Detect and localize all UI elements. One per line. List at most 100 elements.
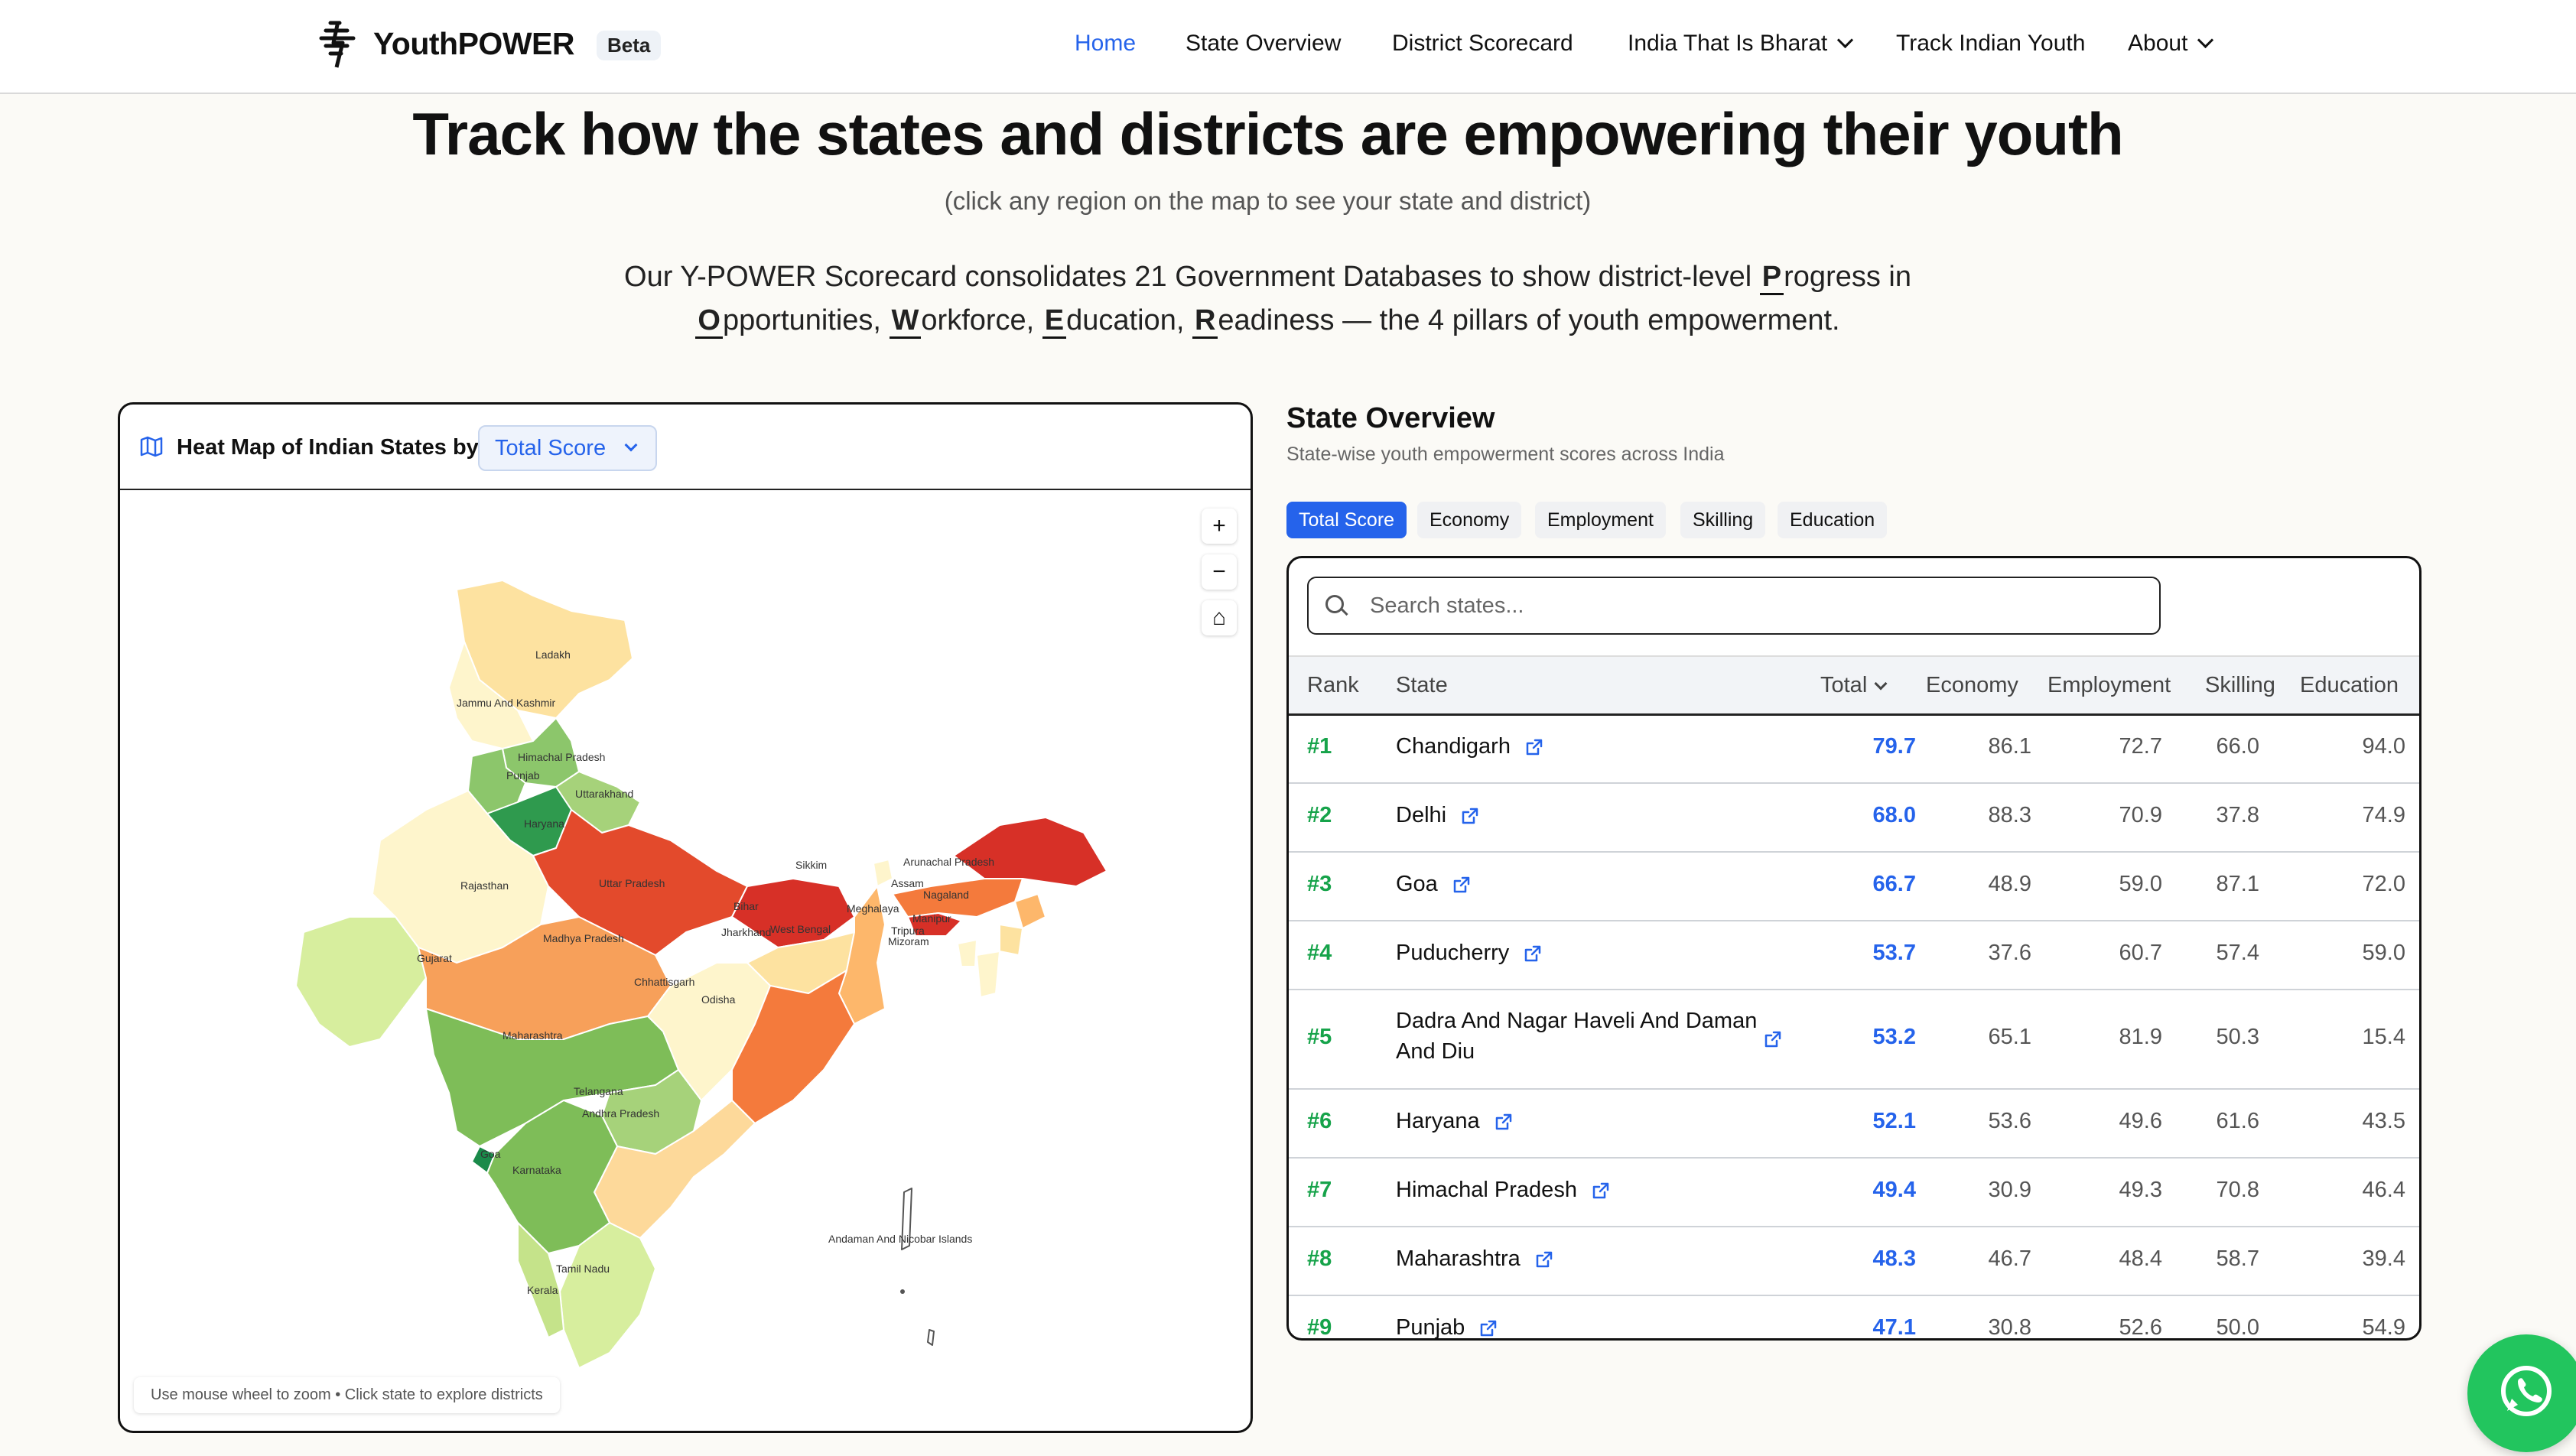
search-input[interactable] bbox=[1368, 589, 2136, 622]
nav-india-label: India That Is Bharat bbox=[1628, 31, 1828, 56]
cell-skilling: 58.7 bbox=[2216, 1246, 2259, 1271]
zoom-in-button[interactable]: + bbox=[1202, 509, 1237, 544]
state-mizoram[interactable] bbox=[976, 951, 1000, 998]
cell-skilling: 70.8 bbox=[2216, 1178, 2259, 1202]
cell-skilling: 87.1 bbox=[2216, 872, 2259, 896]
tab-education[interactable]: Education bbox=[1778, 502, 1888, 538]
nav-state-overview[interactable]: State Overview bbox=[1186, 31, 1342, 56]
external-link-icon[interactable] bbox=[1524, 945, 1541, 962]
state-odisha[interactable] bbox=[731, 970, 855, 1124]
external-link-icon[interactable] bbox=[1764, 1031, 1781, 1048]
nav-india-that-is-bharat[interactable]: India That Is Bharat bbox=[1628, 31, 1854, 57]
external-link-icon[interactable] bbox=[1592, 1182, 1609, 1199]
map-label-tripura: Tripura bbox=[891, 925, 925, 937]
state-nagaland[interactable] bbox=[1014, 893, 1046, 929]
external-link-icon[interactable] bbox=[1526, 739, 1543, 756]
tab-total-score[interactable]: Total Score bbox=[1286, 502, 1407, 538]
reset-home-button[interactable]: ⌂ bbox=[1202, 600, 1237, 635]
state-meghalaya[interactable] bbox=[907, 912, 962, 937]
nav-about[interactable]: About bbox=[2128, 31, 2214, 57]
table-row[interactable]: #9 Punjab 47.1 30.8 52.6 50.0 54.9 bbox=[1289, 1295, 2419, 1340]
tab-economy[interactable]: Economy bbox=[1417, 502, 1522, 538]
tab-skilling[interactable]: Skilling bbox=[1680, 502, 1766, 538]
map-label-haryana: Haryana bbox=[524, 817, 564, 830]
cell-education: 72.0 bbox=[2362, 872, 2405, 896]
table-row[interactable]: #8 Maharashtra 48.3 46.7 48.4 58.7 39.4 bbox=[1289, 1226, 2419, 1296]
cell-state[interactable]: Puducherry bbox=[1396, 941, 1510, 965]
metric-select[interactable]: Total Score bbox=[478, 425, 657, 471]
pillar-letter-p: P bbox=[1759, 261, 1784, 295]
state-bihar[interactable] bbox=[731, 878, 855, 948]
cell-total: 68.0 bbox=[1872, 803, 1916, 827]
whatsapp-chat-button[interactable] bbox=[2467, 1334, 2576, 1452]
cell-education: 54.9 bbox=[2362, 1315, 2405, 1340]
table-row[interactable]: #5 Dadra And Nagar Haveli And Daman And D… bbox=[1289, 989, 2419, 1090]
youthpower-logo-icon[interactable] bbox=[317, 20, 359, 69]
cell-total: 66.7 bbox=[1872, 872, 1916, 896]
india-heat-map[interactable]: Ladakh Jammu And Kashmir Himachal Prades… bbox=[120, 489, 1251, 1431]
state-arunachal-pradesh[interactable] bbox=[953, 817, 1107, 887]
cell-economy: 46.7 bbox=[1988, 1246, 2031, 1271]
search-box[interactable] bbox=[1307, 577, 2161, 635]
map-label-sikkim: Sikkim bbox=[795, 859, 827, 871]
col-skilling[interactable]: Skilling bbox=[2205, 673, 2275, 697]
state-sikkim[interactable] bbox=[873, 859, 893, 887]
map-label-jharkhand: Jharkhand bbox=[721, 926, 771, 938]
tab-employment[interactable]: Employment bbox=[1535, 502, 1666, 538]
map-label-kerala: Kerala bbox=[527, 1284, 558, 1296]
cell-state[interactable]: Chandigarh bbox=[1396, 734, 1511, 759]
external-link-icon[interactable] bbox=[1495, 1113, 1512, 1130]
state-kerala[interactable] bbox=[517, 1222, 564, 1338]
cell-state[interactable]: Haryana bbox=[1396, 1109, 1480, 1133]
pillar-letter-w: W bbox=[889, 304, 922, 339]
nav-track-indian-youth[interactable]: Track Indian Youth bbox=[1896, 31, 2086, 56]
cell-state[interactable]: Goa bbox=[1396, 872, 1438, 896]
table-row[interactable]: #3 Goa 66.7 48.9 59.0 87.1 72.0 bbox=[1289, 851, 2419, 921]
intro-text: Our Y-POWER Scorecard consolidates 21 Go… bbox=[0, 255, 2535, 343]
cell-employment: 70.9 bbox=[2119, 803, 2162, 827]
cell-total: 53.7 bbox=[1872, 941, 1916, 965]
nav-home[interactable]: Home bbox=[1075, 31, 1137, 56]
table-row[interactable]: #1 Chandigarh 79.7 86.1 72.7 66.0 94.0 bbox=[1289, 713, 2419, 784]
cell-state[interactable]: Punjab bbox=[1396, 1315, 1465, 1340]
state-table-card: Rank State Total Economy Employment Skil… bbox=[1286, 556, 2422, 1341]
brand-name[interactable]: YouthPOWER bbox=[373, 26, 574, 61]
external-link-icon[interactable] bbox=[1453, 876, 1470, 893]
map-label-tn: Tamil Nadu bbox=[556, 1263, 610, 1275]
cell-state[interactable]: Dadra And Nagar Haveli And Daman And Diu bbox=[1396, 1009, 1758, 1064]
external-link-icon[interactable] bbox=[1536, 1251, 1553, 1268]
cell-state[interactable]: Delhi bbox=[1396, 803, 1447, 827]
col-education[interactable]: Education bbox=[2300, 673, 2399, 697]
page-title: Track how the states and districts are e… bbox=[412, 100, 2123, 167]
cell-state[interactable]: Maharashtra bbox=[1396, 1246, 1521, 1271]
external-link-icon[interactable] bbox=[1462, 808, 1478, 824]
cell-skilling: 61.6 bbox=[2216, 1109, 2259, 1133]
table-row[interactable]: #2 Delhi 68.0 88.3 70.9 37.8 74.9 bbox=[1289, 782, 2419, 853]
state-gujarat[interactable] bbox=[295, 916, 427, 1048]
cell-economy: 37.6 bbox=[1988, 941, 2031, 965]
sort-desc-icon bbox=[1874, 677, 1888, 691]
col-employment[interactable]: Employment bbox=[2047, 673, 2171, 697]
table-row[interactable]: #7 Himachal Pradesh 49.4 30.9 49.3 70.8 46.4 bbox=[1289, 1157, 2419, 1227]
nav-district-scorecard[interactable]: District Scorecard bbox=[1392, 31, 1573, 56]
cell-rank: #6 bbox=[1307, 1109, 1332, 1133]
table-row[interactable]: #6 Haryana 52.1 53.6 49.6 61.6 43.5 bbox=[1289, 1088, 2419, 1159]
col-rank[interactable]: Rank bbox=[1307, 673, 1359, 697]
col-state[interactable]: State bbox=[1396, 673, 1448, 697]
state-west-bengal[interactable] bbox=[838, 886, 886, 1025]
cell-education: 46.4 bbox=[2362, 1178, 2405, 1202]
cell-employment: 59.0 bbox=[2119, 872, 2162, 896]
cell-education: 74.9 bbox=[2362, 803, 2405, 827]
cell-state[interactable]: Himachal Pradesh bbox=[1396, 1178, 1577, 1202]
state-manipur[interactable] bbox=[999, 924, 1023, 956]
state-andaman-nicobar[interactable] bbox=[901, 1188, 912, 1250]
state-uttar-pradesh[interactable] bbox=[532, 809, 748, 956]
cell-economy: 30.9 bbox=[1988, 1178, 2031, 1202]
col-total[interactable]: Total bbox=[1820, 673, 1888, 698]
zoom-out-button[interactable]: − bbox=[1202, 554, 1237, 590]
state-tripura[interactable] bbox=[957, 939, 977, 967]
cell-economy: 53.6 bbox=[1988, 1109, 2031, 1133]
external-link-icon[interactable] bbox=[1480, 1320, 1497, 1337]
table-row[interactable]: #4 Puducherry 53.7 37.6 60.7 57.4 59.0 bbox=[1289, 920, 2419, 990]
col-economy[interactable]: Economy bbox=[1926, 673, 2018, 697]
